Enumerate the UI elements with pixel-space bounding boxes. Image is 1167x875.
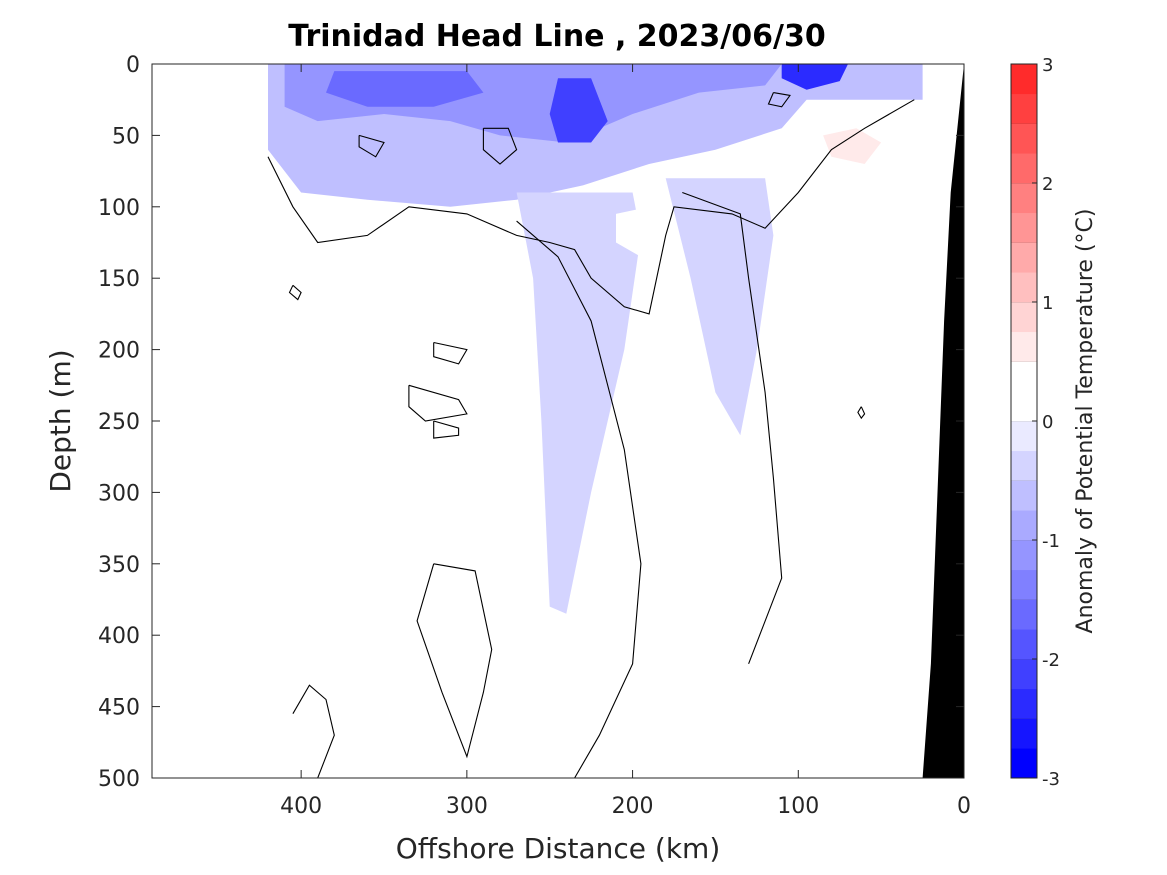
y-axis: 0 50 100 150 200 250 300 350 400 450 500 [98,53,964,792]
colorbar-label: Anomaly of Potential Temperature (°C) [1073,209,1098,634]
colorbar-bin [1011,569,1037,600]
x-axis-label: Offshore Distance (km) [396,832,721,865]
colorbar-bin [1011,540,1037,571]
colorbar-bin [1011,391,1037,422]
y-tick-label: 0 [126,53,140,78]
anomaly-region-warm-patch-290 [466,213,509,307]
zero-contour-line [857,406,866,420]
colorbar-bin [1011,183,1037,214]
colorbar-bin [1011,480,1037,511]
x-tick-label: 0 [957,794,971,819]
zero-contour-line [682,191,783,664]
y-tick-label: 450 [98,696,140,721]
colorbar-bin [1011,64,1037,95]
zero-contour-layer [267,92,915,778]
colorbar-tick-label: -3 [1042,769,1060,790]
y-tick-label: 150 [98,267,140,292]
x-tick-label: 200 [612,794,654,819]
colorbar-tick-label: 1 [1042,293,1053,314]
zero-contour-line [292,684,335,778]
colorbar: 3 2 1 0 -1 -2 -3 [1010,55,1060,790]
zero-contour-line [288,284,302,301]
colorbar-tick-label: 3 [1042,55,1053,76]
anomaly-region-warm-patch-210 [616,206,666,257]
colorbar-bin [1011,748,1037,779]
y-axis-label: Depth (m) [44,349,77,492]
zero-contour-line [267,99,915,315]
zero-contour-line [416,563,493,759]
x-tick-label: 100 [777,794,819,819]
colorbar-tick-label: 2 [1042,174,1053,195]
zero-contour-line [433,420,460,439]
x-tick-label: 300 [446,794,488,819]
y-tick-label: 400 [98,624,140,649]
anomaly-region-warm-band-nearshore [773,114,915,778]
zero-contour-line [433,341,468,365]
y-tick-label: 250 [98,410,140,435]
chart-title: Trinidad Head Line , 2023/06/30 [288,19,825,54]
colorbar-bin [1011,688,1037,719]
anomaly-region-warm-patch-140 [350,206,418,250]
anomaly-region-cold-tongue-240 [516,192,641,614]
colorbar-bin [1011,361,1037,392]
zero-contour-line [482,127,518,165]
y-tick-label: 300 [98,481,140,506]
y-tick-label: 100 [98,196,140,221]
x-tick-label: 400 [280,794,322,819]
anomaly-fill-layer [268,64,923,778]
colorbar-bin [1011,93,1037,124]
x-axis: 400 300 200 100 0 [280,64,971,819]
colorbar-bin [1011,659,1037,690]
bathymetry-layer [922,64,964,778]
colorbar-bin [1011,302,1037,333]
colorbar-bin [1011,421,1037,452]
zero-contour-line [767,92,791,108]
anomaly-region-warm-band-offshore [301,299,393,778]
colorbar-bin [1011,510,1037,541]
anomaly-region-cold-tongue-130 [665,178,774,436]
y-tick-label: 350 [98,553,140,578]
colorbar-bin [1011,123,1037,154]
colorbar-bin [1011,153,1037,184]
anomaly-region-cold-patch-west [326,71,484,107]
colorbar-bin [1011,212,1037,243]
colorbar-tick-label: 0 [1042,412,1053,433]
colorbar-bin [1011,242,1037,273]
colorbar-tick-label: -1 [1042,531,1060,552]
colorbar-bin [1011,718,1037,749]
colorbar-bin [1011,272,1037,303]
y-tick-label: 500 [98,767,140,792]
zero-contour-line [408,384,468,422]
zero-contour-line [516,220,642,778]
colorbar-bin [1011,629,1037,660]
anomaly-region-warm-patch-60 [823,128,882,164]
y-tick-label: 200 [98,339,140,364]
colorbar-tick-label: -2 [1042,650,1060,671]
colorbar-bin [1011,599,1037,630]
bathymetry-shelf [922,64,964,778]
anomaly-region-cold-core-230 [549,78,608,143]
colorbar-bin [1011,331,1037,362]
y-tick-label: 50 [112,124,140,149]
colorbar-bin [1011,450,1037,481]
zero-contour-line [358,134,385,158]
